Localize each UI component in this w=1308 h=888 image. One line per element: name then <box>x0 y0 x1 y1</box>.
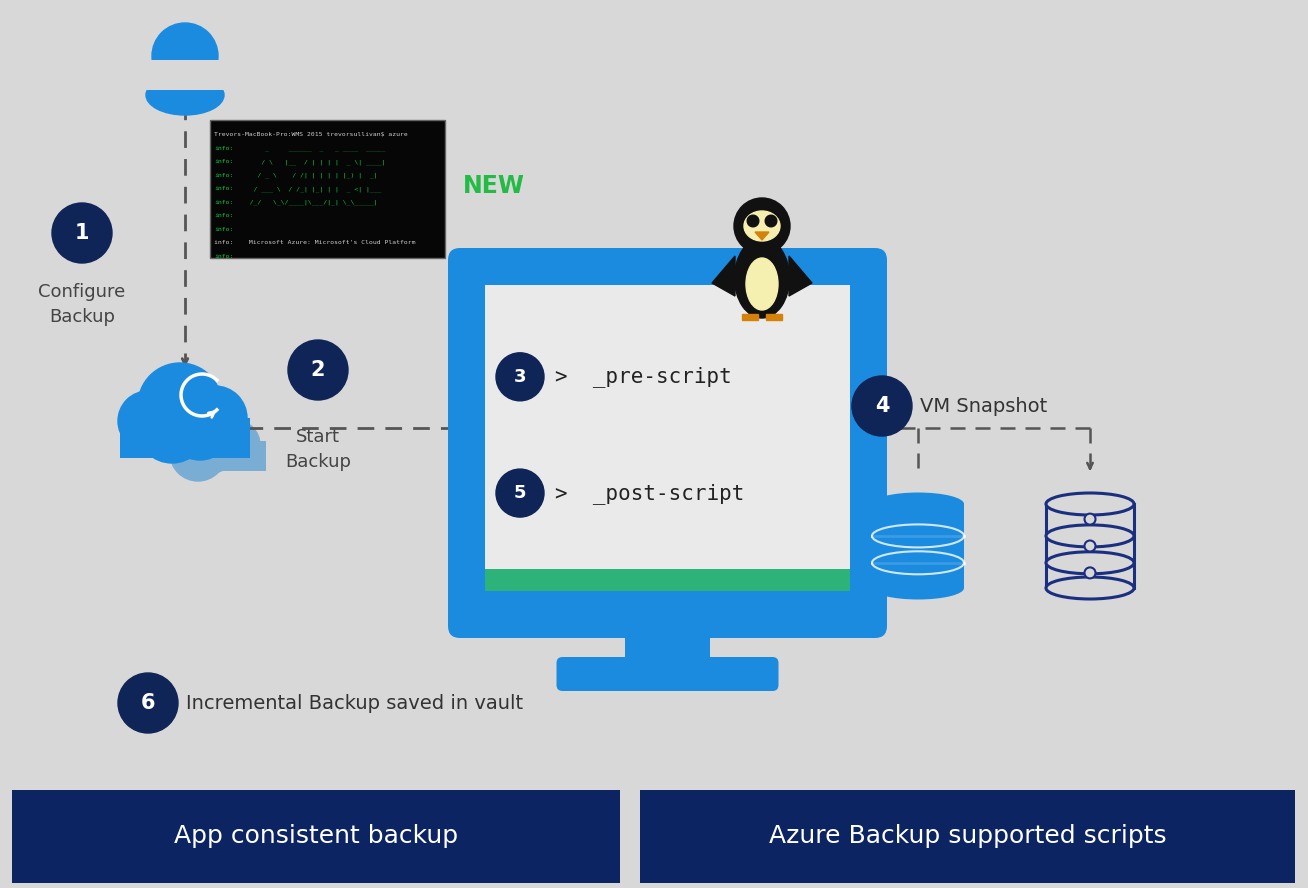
Text: Configure
Backup: Configure Backup <box>38 283 126 326</box>
Ellipse shape <box>746 258 778 310</box>
Text: info:: info: <box>215 253 233 258</box>
Text: / \   |__  / | | | |  _ \| ____|: / \ |__ / | | | | _ \| ____| <box>242 159 386 164</box>
Circle shape <box>1084 513 1096 525</box>
Text: 5: 5 <box>514 484 526 502</box>
Text: info:: info: <box>215 226 233 232</box>
FancyBboxPatch shape <box>182 441 266 471</box>
Text: 2: 2 <box>311 360 326 380</box>
Ellipse shape <box>735 238 790 318</box>
Text: info:: info: <box>215 213 233 218</box>
Text: >  _post-script: > _post-script <box>555 482 744 503</box>
Polygon shape <box>766 314 782 320</box>
Text: Azure Backup supported scripts: Azure Backup supported scripts <box>769 824 1167 848</box>
Polygon shape <box>755 232 769 240</box>
Circle shape <box>496 353 544 400</box>
Text: info:: info: <box>215 186 233 191</box>
Ellipse shape <box>146 75 224 115</box>
FancyBboxPatch shape <box>485 285 850 591</box>
FancyBboxPatch shape <box>120 418 250 458</box>
Circle shape <box>118 673 178 733</box>
Ellipse shape <box>1046 493 1134 515</box>
Text: /_/   \_\/____|\___/|_| \_\_____|: /_/ \_\/____|\___/|_| \_\_____| <box>242 200 382 205</box>
Text: 3: 3 <box>514 368 526 385</box>
Text: / ___ \  / /_| |_| | |  _ <| |___: / ___ \ / /_| |_| | | _ <| |___ <box>242 186 382 192</box>
Circle shape <box>288 340 348 400</box>
FancyBboxPatch shape <box>640 790 1295 883</box>
Circle shape <box>118 391 178 451</box>
Circle shape <box>765 215 777 226</box>
FancyBboxPatch shape <box>1046 504 1134 588</box>
Text: VM Snapshot: VM Snapshot <box>920 397 1048 416</box>
Circle shape <box>1084 567 1096 578</box>
Text: Trevors-MacBook-Pro:WMS 2015 trevorsullivan$ azure: Trevors-MacBook-Pro:WMS 2015 trevorsulli… <box>215 132 408 137</box>
FancyBboxPatch shape <box>625 626 710 668</box>
Circle shape <box>1084 541 1096 551</box>
Text: 6: 6 <box>141 693 156 713</box>
Polygon shape <box>742 314 759 320</box>
FancyBboxPatch shape <box>449 248 887 638</box>
Text: 1: 1 <box>75 223 89 243</box>
Ellipse shape <box>1046 551 1134 574</box>
Circle shape <box>747 215 759 226</box>
FancyBboxPatch shape <box>143 60 228 90</box>
Circle shape <box>178 409 242 473</box>
Circle shape <box>167 396 232 460</box>
FancyBboxPatch shape <box>485 569 850 591</box>
Circle shape <box>496 469 544 517</box>
Circle shape <box>852 376 912 436</box>
Circle shape <box>734 198 790 254</box>
Ellipse shape <box>872 576 964 599</box>
Text: Start
Backup: Start Backup <box>285 428 351 471</box>
Ellipse shape <box>1046 577 1134 599</box>
FancyBboxPatch shape <box>211 120 445 258</box>
Text: 4: 4 <box>875 396 889 416</box>
FancyBboxPatch shape <box>556 657 778 691</box>
Text: App consistent backup: App consistent backup <box>174 824 458 848</box>
Text: / _ \    / /| | | | | |_) |  _|: / _ \ / /| | | | | |_) | _| <box>242 172 378 178</box>
Circle shape <box>183 386 247 450</box>
Text: NEW: NEW <box>463 174 525 198</box>
FancyBboxPatch shape <box>872 504 964 588</box>
Text: >  _pre-script: > _pre-script <box>555 367 731 387</box>
Text: Incremental Backup saved in vault: Incremental Backup saved in vault <box>186 694 523 712</box>
Text: _     ______  _   _ ____  _____: _ ______ _ _ ____ _____ <box>242 146 386 150</box>
Text: info:: info: <box>215 146 233 150</box>
Circle shape <box>170 425 226 481</box>
Circle shape <box>152 23 218 89</box>
Polygon shape <box>712 256 735 296</box>
Ellipse shape <box>872 525 964 547</box>
Ellipse shape <box>744 211 780 241</box>
Circle shape <box>137 393 207 463</box>
Circle shape <box>52 203 112 263</box>
FancyBboxPatch shape <box>12 790 620 883</box>
Ellipse shape <box>872 493 964 516</box>
Ellipse shape <box>872 551 964 575</box>
Text: info:    Microsoft Azure: Microsoft's Cloud Platform: info: Microsoft Azure: Microsoft's Cloud… <box>215 240 416 245</box>
Polygon shape <box>789 256 812 296</box>
Text: info:: info: <box>215 200 233 204</box>
Text: info:: info: <box>215 159 233 164</box>
Ellipse shape <box>1046 525 1134 547</box>
Circle shape <box>139 363 222 447</box>
Circle shape <box>211 420 260 470</box>
Text: info:: info: <box>215 172 233 178</box>
